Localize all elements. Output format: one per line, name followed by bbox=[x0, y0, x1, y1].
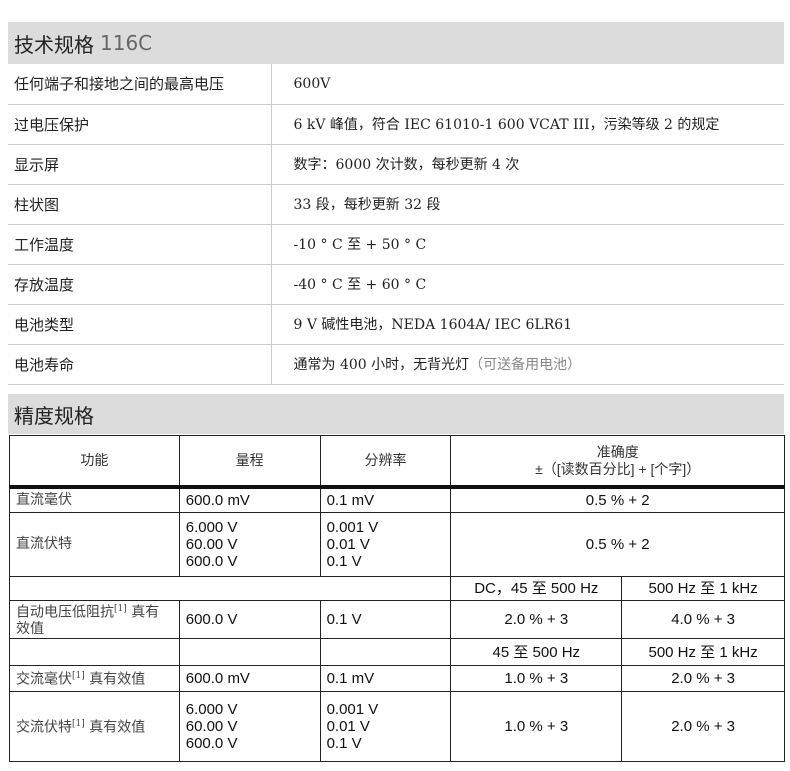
spec-row: 过电压保护 6 kV 峰值，符合 IEC 61010-1 600 VCAT III… bbox=[8, 104, 784, 145]
range-cell: 600.0 mV bbox=[178, 665, 321, 693]
freq-band: 45 至 500 Hz bbox=[450, 638, 623, 667]
spec-label: 显示屏 bbox=[8, 144, 272, 185]
resolution-line: 0.01 V bbox=[326, 535, 370, 553]
spec-row: 电池类型 9 V 碱性电池，NEDA 1604A/ IEC 6LR61 bbox=[8, 304, 784, 345]
battery-note: （可送备用电池） bbox=[469, 357, 582, 373]
range-line: 600.0 V bbox=[185, 735, 238, 753]
tech-specs-table: 任何端子和接地之间的最高电压 600V 过电压保护 6 kV 峰值，符合 IEC 6… bbox=[8, 64, 784, 385]
freq-band-row: 45 至 500 Hz 500 Hz 至 1 kHz bbox=[9, 638, 785, 667]
table-row: 交流毫伏[1] 真有效值 600.0 mV 0.1 mV 1.0 % + 3 2.0 %… bbox=[9, 665, 785, 693]
resolution-line: 0.1 V bbox=[326, 735, 362, 753]
spec-label: 电池寿命 bbox=[8, 344, 272, 385]
range-line: 60.00 V bbox=[185, 535, 238, 553]
freq-band: 500 Hz 至 1 kHz bbox=[621, 638, 785, 667]
accuracy-label: 准确度 bbox=[596, 443, 639, 460]
spec-value: 600V bbox=[271, 64, 784, 105]
spec-value: 通常为 400 小时，无背光灯（可送备用电池） bbox=[271, 344, 784, 385]
resolution-cell: 0.001 V 0.01 V 0.1 V bbox=[319, 511, 452, 577]
function-cell: 自动电压低阻抗[1] 真有效值 bbox=[9, 599, 180, 640]
model-number: 116C bbox=[100, 31, 153, 55]
spec-row: 存放温度 -40 ° C 至 + 60 ° C bbox=[8, 264, 784, 305]
accuracy-cell: 0.5 % + 2 bbox=[450, 486, 785, 513]
range-line: 600.0 V bbox=[185, 552, 238, 570]
spec-label: 电池类型 bbox=[8, 304, 272, 345]
freq-band-row: DC，45 至 500 Hz 500 Hz 至 1 kHz bbox=[8, 575, 785, 601]
range-line: 6.000 V bbox=[185, 701, 238, 719]
accuracy-header: 精度规格 bbox=[8, 394, 784, 434]
table-row: 直流毫伏 600.0 mV 0.1 mV 0.5 % + 2 bbox=[9, 486, 785, 513]
function-cell: 交流伏特[1] 真有效值 bbox=[9, 691, 180, 763]
footnote-ref: [1] bbox=[72, 719, 85, 730]
empty-cell bbox=[8, 575, 452, 601]
table-row: 直流伏特 6.000 V 60.00 V 600.0 V 0.001 V 0.01 V 0.… bbox=[9, 511, 785, 577]
spec-value: -10 ° C 至 + 50 ° C bbox=[271, 224, 784, 265]
header-row: 功能 量程 分辨率 准确度 ±（[读数百分比] + [个字]） bbox=[9, 435, 785, 488]
battery-life: 通常为 400 小时，无背光灯 bbox=[293, 357, 470, 373]
freq-band: 500 Hz 至 1 kHz bbox=[621, 575, 785, 601]
resolution-line: 0.001 V bbox=[326, 518, 379, 536]
empty-cell bbox=[178, 638, 321, 667]
footnote-ref: [1] bbox=[114, 603, 127, 614]
col-accuracy: 准确度 ±（[读数百分比] + [个字]） bbox=[450, 435, 785, 488]
function-text: 真有效值 bbox=[16, 604, 160, 638]
spec-value: 6 kV 峰值，符合 IEC 61010-1 600 VCAT III，污染等级… bbox=[271, 104, 784, 145]
function-text: 交流伏特 bbox=[16, 719, 72, 736]
table-row: 交流伏特[1] 真有效值 6.000 V 60.00 V 600.0 V 0.001 V… bbox=[9, 691, 785, 763]
range-line: 60.00 V bbox=[185, 718, 238, 736]
footnote-ref: [1] bbox=[72, 671, 85, 682]
spec-row: 工作温度 -10 ° C 至 + 50 ° C bbox=[8, 224, 784, 265]
spec-label: 柱状图 bbox=[8, 184, 272, 225]
range-cell: 600.0 mV bbox=[178, 486, 321, 513]
spec-label: 工作温度 bbox=[8, 224, 272, 265]
table-row: 自动电压低阻抗[1] 真有效值 600.0 V 0.1 V 2.0 % + 3 4.0 … bbox=[9, 599, 785, 640]
resolution-line: 0.01 V bbox=[326, 718, 370, 736]
accuracy-cell: 2.0 % + 3 bbox=[621, 665, 785, 693]
section-title: 技术规格 bbox=[14, 32, 94, 57]
spec-value: 33 段，每秒更新 32 段 bbox=[271, 184, 784, 225]
function-cell: 直流毫伏 bbox=[9, 486, 180, 513]
resolution-cell: 0.1 V bbox=[319, 599, 452, 640]
col-resolution: 分辨率 bbox=[319, 435, 452, 488]
spec-row: 任何端子和接地之间的最高电压 600V bbox=[8, 64, 784, 105]
range-cell: 6.000 V 60.00 V 600.0 V bbox=[178, 691, 321, 763]
spec-value: 9 V 碱性电池，NEDA 1604A/ IEC 6LR61 bbox=[271, 304, 784, 345]
accuracy-cell: 1.0 % + 3 bbox=[450, 665, 623, 693]
spec-label: 过电压保护 bbox=[8, 104, 272, 145]
accuracy-sub: ±（[读数百分比] + [个字]） bbox=[535, 460, 701, 477]
tech-specs-header: 技术规格 116C bbox=[8, 22, 784, 64]
resolution-cell: 0.1 mV bbox=[319, 665, 452, 693]
empty-cell bbox=[9, 638, 180, 667]
resolution-cell: 0.001 V 0.01 V 0.1 V bbox=[319, 691, 452, 763]
function-text: 真有效值 bbox=[84, 671, 146, 688]
range-line: 6.000 V bbox=[185, 518, 238, 536]
col-range: 量程 bbox=[178, 435, 321, 488]
spec-row: 显示屏 数字：6000 次计数，每秒更新 4 次 bbox=[8, 144, 784, 185]
accuracy-cell: 4.0 % + 3 bbox=[621, 599, 785, 640]
resolution-cell: 0.1 mV bbox=[319, 486, 452, 513]
spec-value: 数字：6000 次计数，每秒更新 4 次 bbox=[271, 144, 784, 185]
accuracy-cell: 2.0 % + 3 bbox=[450, 599, 623, 640]
function-cell: 交流毫伏[1] 真有效值 bbox=[9, 665, 180, 693]
accuracy-cell: 1.0 % + 3 bbox=[450, 691, 623, 763]
accuracy-cell: 0.5 % + 2 bbox=[450, 511, 785, 577]
freq-band: DC，45 至 500 Hz bbox=[450, 575, 623, 601]
accuracy-cell: 2.0 % + 3 bbox=[621, 691, 785, 763]
col-function: 功能 bbox=[9, 435, 180, 488]
spec-row: 柱状图 33 段，每秒更新 32 段 bbox=[8, 184, 784, 225]
spec-label: 任何端子和接地之间的最高电压 bbox=[8, 64, 272, 105]
resolution-line: 0.1 V bbox=[326, 552, 362, 570]
accuracy-table: 功能 量程 分辨率 准确度 ±（[读数百分比] + [个字]） 直流毫伏 600.0… bbox=[8, 435, 785, 763]
spec-value: -40 ° C 至 + 60 ° C bbox=[271, 264, 784, 305]
range-cell: 6.000 V 60.00 V 600.0 V bbox=[178, 511, 321, 577]
range-cell: 600.0 V bbox=[178, 599, 321, 640]
spec-label: 存放温度 bbox=[8, 264, 272, 305]
function-text: 交流毫伏 bbox=[16, 671, 72, 688]
section-title: 精度规格 bbox=[14, 403, 94, 428]
function-cell: 直流伏特 bbox=[9, 511, 180, 577]
spec-row: 电池寿命 通常为 400 小时，无背光灯（可送备用电池） bbox=[8, 344, 784, 385]
function-text: 自动电压低阻抗 bbox=[16, 604, 114, 621]
function-text: 真有效值 bbox=[84, 719, 146, 736]
resolution-line: 0.001 V bbox=[326, 701, 379, 719]
empty-cell bbox=[319, 638, 452, 667]
